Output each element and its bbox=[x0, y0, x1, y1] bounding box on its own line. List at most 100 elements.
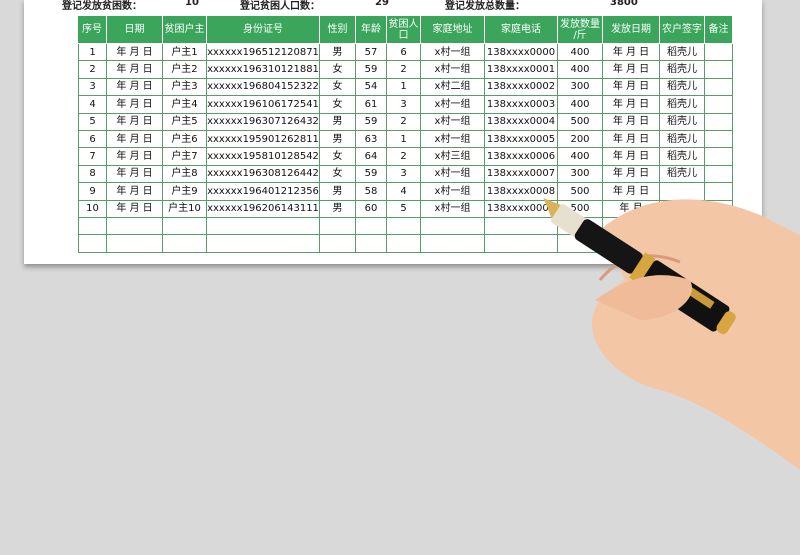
table-cell: 年 月 日 bbox=[603, 61, 660, 79]
table-cell: xxxxxx196307126432 bbox=[207, 113, 320, 131]
table-cell: 8 bbox=[78, 165, 107, 184]
column-header: 家庭电话 bbox=[485, 16, 558, 44]
table-cell: 稻壳儿 bbox=[660, 44, 705, 62]
summary-value: 29 bbox=[375, 0, 389, 8]
table-cell: 138xxxx0004 bbox=[485, 113, 558, 131]
empty-cell bbox=[207, 218, 320, 236]
table-cell: xxxxxx195901262811 bbox=[207, 131, 320, 149]
table-cell: x村三组 bbox=[421, 148, 485, 166]
table-cell: 年 月 日 bbox=[107, 148, 163, 166]
column-header: 发放数量 /斤 bbox=[558, 16, 603, 44]
table-cell: xxxxxx196308126442 bbox=[207, 165, 320, 184]
summary-label: 登记贫困人口数： bbox=[240, 1, 320, 12]
table-cell: 年 月 日 bbox=[107, 183, 163, 201]
table-cell: 138xxxx0008 bbox=[485, 183, 558, 201]
empty-cell bbox=[485, 218, 558, 236]
table-cell: xxxxxx196310121881 bbox=[207, 61, 320, 79]
table-cell: 400 bbox=[558, 44, 603, 62]
table-cell: 500 bbox=[558, 113, 603, 131]
table-cell: 400 bbox=[558, 148, 603, 166]
table-cell: 138xxxx0003 bbox=[485, 96, 558, 114]
empty-cell bbox=[705, 61, 733, 79]
table-cell: xxxxxx196206143111 bbox=[207, 200, 320, 218]
table-cell: xxxxxx195810128542 bbox=[207, 148, 320, 166]
summary-value: 10 bbox=[185, 0, 199, 8]
table-cell: 年 月 日 bbox=[603, 131, 660, 149]
table-cell: 户主2 bbox=[163, 61, 207, 79]
table-cell: 60 bbox=[356, 200, 387, 218]
table-cell: 54 bbox=[356, 78, 387, 97]
table-cell: 年 月 日 bbox=[603, 96, 660, 114]
table-cell: 户主4 bbox=[163, 96, 207, 114]
table-cell: 年 月 日 bbox=[107, 78, 163, 97]
table-cell: 男 bbox=[320, 44, 356, 62]
table-cell: 年 月 日 bbox=[603, 148, 660, 166]
table-cell: 138xxxx0007 bbox=[485, 165, 558, 184]
table-cell: 6 bbox=[387, 44, 421, 62]
empty-cell bbox=[705, 78, 733, 97]
table-cell: 年 月 日 bbox=[107, 96, 163, 114]
empty-cell bbox=[163, 218, 207, 236]
table-cell: 女 bbox=[320, 96, 356, 114]
table-cell: 稻壳儿 bbox=[660, 78, 705, 97]
column-header: 年龄 bbox=[356, 16, 387, 44]
table-cell: 男 bbox=[320, 200, 356, 218]
table-cell: 59 bbox=[356, 113, 387, 131]
empty-cell bbox=[387, 218, 421, 236]
empty-cell bbox=[421, 218, 485, 236]
table-cell: 6 bbox=[78, 131, 107, 149]
table-cell: 58 bbox=[356, 183, 387, 201]
table-cell: 年 月 日 bbox=[107, 113, 163, 131]
table-cell: 138xxxx0005 bbox=[485, 131, 558, 149]
table-cell: 1 bbox=[387, 131, 421, 149]
table-cell: 3 bbox=[78, 78, 107, 97]
empty-cell bbox=[705, 44, 733, 62]
empty-cell bbox=[421, 235, 485, 253]
table-cell: 年 月 日 bbox=[603, 44, 660, 62]
table-cell: 户主3 bbox=[163, 78, 207, 97]
table-cell: x村一组 bbox=[421, 96, 485, 114]
table-cell: 61 bbox=[356, 96, 387, 114]
sheet: 登记发放贫困数： 10 登记贫困人口数： 29 登记发放总数量： 3800 序号 日期 贫困户主… bbox=[24, 0, 762, 264]
table-cell: 年 月 日 bbox=[107, 200, 163, 218]
table-cell: 户主9 bbox=[163, 183, 207, 201]
table-cell: x村一组 bbox=[421, 44, 485, 62]
empty-cell bbox=[705, 96, 733, 114]
empty-cell bbox=[485, 235, 558, 253]
table-cell: 138xxxx0000 bbox=[485, 44, 558, 62]
summary-value: 3800 bbox=[610, 0, 638, 8]
table-cell: 稻壳儿 bbox=[660, 165, 705, 184]
empty-cell bbox=[320, 235, 356, 253]
table-cell: 138xxxx0002 bbox=[485, 78, 558, 97]
column-header: 序号 bbox=[78, 16, 107, 44]
table-cell: 男 bbox=[320, 183, 356, 201]
table-cell: x村一组 bbox=[421, 131, 485, 149]
column-header: 贫困人口 bbox=[387, 16, 421, 44]
table-cell: 年 月 日 bbox=[107, 165, 163, 184]
column-header: 性别 bbox=[320, 16, 356, 44]
table-cell: 57 bbox=[356, 44, 387, 62]
empty-cell bbox=[78, 218, 107, 236]
table-cell: 59 bbox=[356, 165, 387, 184]
empty-cell bbox=[78, 235, 107, 253]
table-cell: 女 bbox=[320, 148, 356, 166]
table-cell: 5 bbox=[387, 200, 421, 218]
empty-cell bbox=[705, 131, 733, 149]
table-cell: 10 bbox=[78, 200, 107, 218]
table-cell: 男 bbox=[320, 113, 356, 131]
table-cell: 4 bbox=[387, 183, 421, 201]
table-cell: 1 bbox=[78, 44, 107, 62]
table-cell: 4 bbox=[78, 96, 107, 114]
table-cell: 年 月 日 bbox=[603, 183, 660, 201]
empty-cell bbox=[107, 218, 163, 236]
table-cell: 稻壳儿 bbox=[660, 61, 705, 79]
table-cell: 稻壳儿 bbox=[660, 113, 705, 131]
column-header: 发放日期 bbox=[603, 16, 660, 44]
empty-cell bbox=[705, 148, 733, 166]
table-cell: 年 月 日 bbox=[107, 61, 163, 79]
table-cell: 400 bbox=[558, 96, 603, 114]
table-cell: 2 bbox=[387, 148, 421, 166]
table-cell: 400 bbox=[558, 61, 603, 79]
summary-label: 登记发放总数量： bbox=[445, 1, 525, 12]
